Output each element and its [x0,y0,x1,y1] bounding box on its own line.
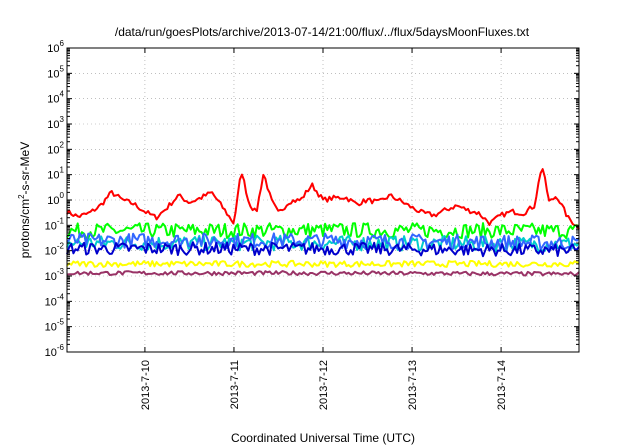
y-tick-label: 106 [47,39,64,55]
series-line [66,168,580,230]
x-tick-label: 2013-7-10 [140,360,152,410]
y-axis: 10-6 10-5 10-4 10-3 10-2 10-1 100 101 102 103 104 1… [45,39,579,359]
x-tick-label: 2013-7-14 [496,360,508,410]
y-tick-label: 103 [47,115,64,131]
series-layer [66,168,580,277]
chart-title: /data/run/goesPlots/archive/2013-07-14/2… [115,25,530,39]
x-axis: 2013-7-10 2013-7-11 2013-7-12 2013-7-13 2013… [140,48,508,410]
y-tick-label: 10-1 [45,216,65,232]
y-tick-label: 10-3 [45,267,65,283]
x-tick-label: 2013-7-11 [229,360,241,409]
series-line [66,270,580,277]
y-axis-label: protons/cm2-s-sr-MeV [17,142,32,258]
y-tick-label: 10-5 [45,318,65,334]
y-tick-label: 100 [47,191,64,207]
x-tick-label: 2013-7-12 [318,360,330,410]
y-axis-label-rest: -s-sr-MeV [18,142,32,195]
x-axis-label: Coordinated Universal Time (UTC) [231,431,415,445]
y-tick-label: 102 [47,140,64,156]
y-tick-label: 105 [47,64,64,80]
series-line [66,241,580,258]
x-tick-label: 2013-7-13 [407,360,419,410]
series-line [66,259,580,268]
y-axis-label-base: protons/cm [18,199,32,258]
y-tick-label: 104 [47,90,64,106]
y-tick-label: 10-4 [45,292,65,308]
y-tick-label: 101 [47,166,64,182]
y-tick-label: 10-2 [45,242,65,258]
y-axis-label-sup: 2 [17,194,26,199]
y-tick-label: 10-6 [45,343,65,359]
